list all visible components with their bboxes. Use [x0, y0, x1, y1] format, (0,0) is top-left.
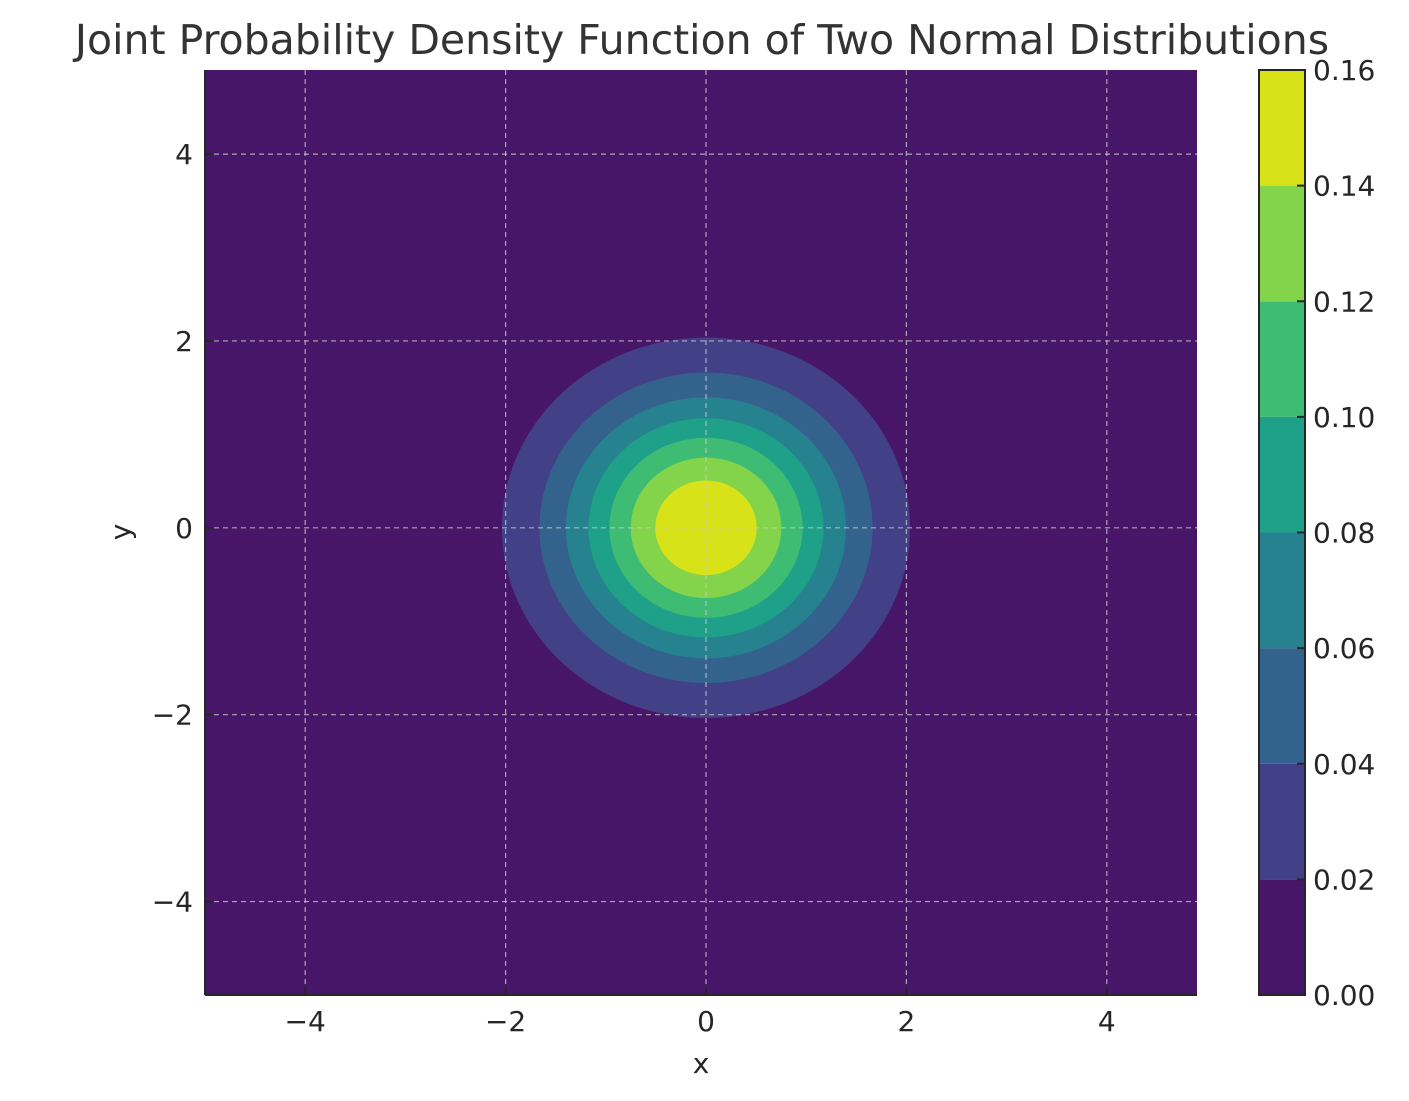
- x-ticks: −4 −2 0 2 4: [285, 987, 1116, 1038]
- colorbar-band-7: [1259, 70, 1305, 186]
- x-axis-label: x: [693, 1047, 710, 1080]
- colorbar-band-1: [1259, 763, 1305, 880]
- y-tick-label: 4: [175, 138, 193, 171]
- y-ticks: −4 −2 0 2 4: [152, 138, 213, 919]
- colorbar-ticks: 0.00 0.02 0.04 0.06 0.08 0.10 0.12 0.14 0.16: [1297, 54, 1375, 1012]
- colorbar-band-4: [1259, 416, 1305, 533]
- x-tick-label: −4: [285, 1005, 326, 1038]
- colorbar-bands: [1259, 70, 1305, 995]
- colorbar-band-2: [1259, 648, 1305, 764]
- colorbar-band-5: [1259, 301, 1305, 417]
- colorbar-tick-label: 0.08: [1313, 517, 1375, 550]
- colorbar-band-0: [1259, 879, 1305, 995]
- colorbar-tick-label: 0.12: [1313, 285, 1375, 318]
- colorbar-tick-label: 0.02: [1313, 863, 1375, 896]
- axes-spines: [204, 70, 1197, 996]
- colorbar-tick-label: 0.14: [1313, 170, 1375, 203]
- contour-band-7: [655, 480, 757, 576]
- colorbar-tick-label: 0.16: [1313, 54, 1375, 87]
- grid: [205, 70, 1197, 995]
- plot-area: −4 −2 0 2 4 −4 −2 0 2 4: [152, 70, 1197, 1038]
- x-tick-label: 4: [1098, 1005, 1116, 1038]
- x-tick-label: −2: [485, 1005, 526, 1038]
- y-tick-label: −4: [152, 886, 193, 919]
- x-tick-label: 0: [697, 1005, 715, 1038]
- colorbar-tick-label: 0.06: [1313, 632, 1375, 665]
- colorbar: 0.00 0.02 0.04 0.06 0.08 0.10 0.12 0.14 0.16: [1258, 54, 1375, 1012]
- y-axis-label: y: [104, 524, 137, 541]
- y-tick-label: −2: [152, 699, 193, 732]
- x-tick-label: 2: [898, 1005, 916, 1038]
- colorbar-band-3: [1259, 532, 1305, 649]
- colorbar-tick-label: 0.04: [1313, 748, 1375, 781]
- y-tick-label: 0: [175, 512, 193, 545]
- contour-layer: [205, 70, 1197, 995]
- colorbar-tick-label: 0.00: [1313, 979, 1375, 1012]
- colorbar-band-6: [1259, 185, 1305, 302]
- chart-title: Joint Probability Density Function of Tw…: [72, 16, 1329, 64]
- colorbar-tick-label: 0.10: [1313, 401, 1375, 434]
- y-tick-label: 2: [175, 325, 193, 358]
